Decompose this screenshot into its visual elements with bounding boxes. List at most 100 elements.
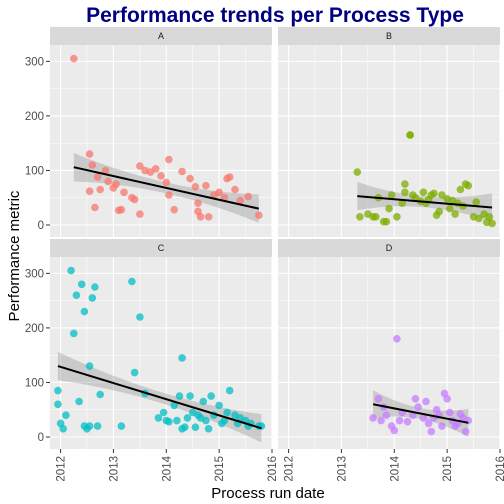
data-point [170,401,178,410]
panel-d: D 2012 2013 2014 2015 2016 [278,239,504,482]
data-point [104,177,112,186]
trend-line [73,166,260,210]
data-point [430,189,438,198]
data-point [136,313,144,321]
y-tick-label: 300 [25,268,44,280]
strip-background [50,27,272,45]
data-point [472,198,481,206]
data-point [54,386,62,395]
data-point [236,196,245,205]
data-point [85,150,94,158]
strip-background [278,27,500,45]
data-point [403,417,412,426]
data-point [422,397,430,406]
data-point [443,395,451,403]
data-point [120,188,128,197]
x-tick-label: 2016 [495,456,504,482]
data-point [85,362,94,370]
data-point [451,210,459,218]
data-point [85,422,94,430]
data-point [223,408,231,417]
data-point [70,329,78,338]
data-point [72,291,81,300]
trend-line [357,195,493,209]
data-point [191,423,200,432]
data-point [77,280,86,289]
data-point [372,213,380,221]
data-point [85,187,94,195]
y-axis-label: Performance metric [6,190,23,321]
data-point [165,417,173,426]
data-point [406,131,414,139]
data-point [419,414,428,422]
y-tick-label: 300 [25,56,44,68]
data-point [207,392,215,400]
data-point [162,178,171,187]
data-point [112,180,120,188]
data-point [385,204,393,213]
x-tick-label: 2013 [336,456,348,482]
data-point [88,161,97,169]
facet-panels: A 0 100 200 300 B C 0 100 200 300 2012 2013 2014 2015 2… [25,27,504,482]
data-point [130,195,139,204]
data-point [157,172,165,180]
data-point [136,162,144,170]
y-tick-label: 200 [25,111,44,123]
data-point [62,411,70,420]
data-point [475,214,483,223]
y-tick-label: 100 [25,377,44,389]
data-point [151,165,160,173]
panel-c: C 0 100 200 300 2012 2013 2014 2015 2016 [25,239,279,482]
data-point [414,403,422,411]
strip-label: B [386,31,392,41]
data-point [96,390,104,399]
data-point [393,213,401,221]
data-point [202,181,210,190]
data-point [215,401,223,410]
data-point [374,395,383,403]
data-point [178,167,186,176]
strip-label: C [158,243,165,253]
chart-title: Performance trends per Process Type [86,4,464,27]
y-tick-label: 0 [38,220,44,232]
data-point [173,416,181,425]
data-point [369,414,377,422]
data-point [220,416,229,425]
x-tick-label: 2015 [214,456,226,482]
data-point [170,205,178,214]
data-point [446,204,454,213]
data-point [485,213,494,221]
x-tick-label: 2015 [442,456,454,482]
data-point [395,416,404,425]
data-point [186,174,194,183]
data-point [178,354,186,362]
data-point [427,427,436,436]
data-point [377,416,385,425]
data-point [353,168,362,176]
data-point [488,219,496,228]
data-point [204,425,213,433]
y-tick-label: 100 [25,165,44,177]
data-point [390,426,399,435]
y-tick-label: 0 [38,432,44,444]
trend-line [57,365,262,430]
data-point [244,192,252,201]
data-point [424,419,433,428]
data-point [225,173,234,181]
data-point [101,166,110,175]
data-point [75,397,83,406]
data-point [88,294,97,302]
data-point [70,54,78,63]
x-tick-label: 2016 [267,456,279,482]
data-point [204,213,213,221]
data-point [382,217,391,226]
data-point [419,188,428,197]
x-axis-label: Process run date [211,485,324,502]
data-point [202,416,210,425]
data-point [411,395,420,403]
data-point [356,213,364,221]
x-tick-label: 2013 [108,456,120,482]
data-point [181,423,189,432]
data-point [257,422,266,430]
